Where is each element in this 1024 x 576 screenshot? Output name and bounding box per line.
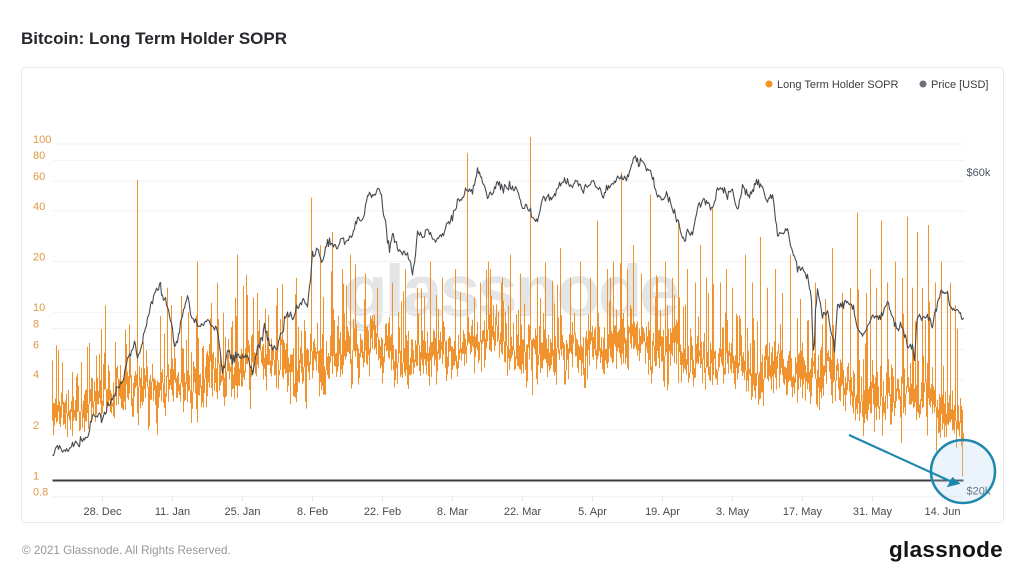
svg-text:8: 8 [33,319,39,331]
svg-text:40: 40 [33,201,45,213]
svg-text:8. Feb: 8. Feb [297,506,328,518]
svg-text:8. Mar: 8. Mar [437,506,469,518]
svg-text:10: 10 [33,302,45,314]
svg-text:3. May: 3. May [716,506,750,518]
svg-text:60: 60 [33,171,45,183]
svg-text:1: 1 [33,470,39,482]
svg-text:80: 80 [33,150,45,162]
svg-text:19. Apr: 19. Apr [645,506,680,518]
svg-text:31. May: 31. May [853,506,893,518]
svg-text:100: 100 [33,134,51,146]
svg-text:14. Jun: 14. Jun [924,506,960,518]
svg-text:© 2021 Glassnode. All Rights R: © 2021 Glassnode. All Rights Reserved. [22,544,231,557]
svg-text:25. Jan: 25. Jan [224,506,260,518]
svg-text:Long Term Holder SOPR: Long Term Holder SOPR [777,79,899,91]
svg-text:5. Apr: 5. Apr [578,506,607,518]
svg-text:22. Feb: 22. Feb [364,506,401,518]
svg-text:glassnode: glassnode [343,251,678,332]
svg-text:0.8: 0.8 [33,487,48,499]
svg-text:11. Jan: 11. Jan [155,506,190,518]
svg-text:17. May: 17. May [783,506,823,518]
svg-text:Bitcoin: Long Term Holder SOPR: Bitcoin: Long Term Holder SOPR [21,29,287,48]
svg-text:20: 20 [33,252,45,264]
svg-text:4: 4 [33,369,39,381]
svg-text:$60k: $60k [967,167,991,179]
svg-text:22. Mar: 22. Mar [504,506,542,518]
svg-text:Price [USD]: Price [USD] [931,79,988,91]
svg-text:2: 2 [33,420,39,432]
svg-text:glassnode: glassnode [889,537,1003,562]
svg-text:28. Dec: 28. Dec [84,506,122,518]
svg-text:6: 6 [33,340,39,352]
